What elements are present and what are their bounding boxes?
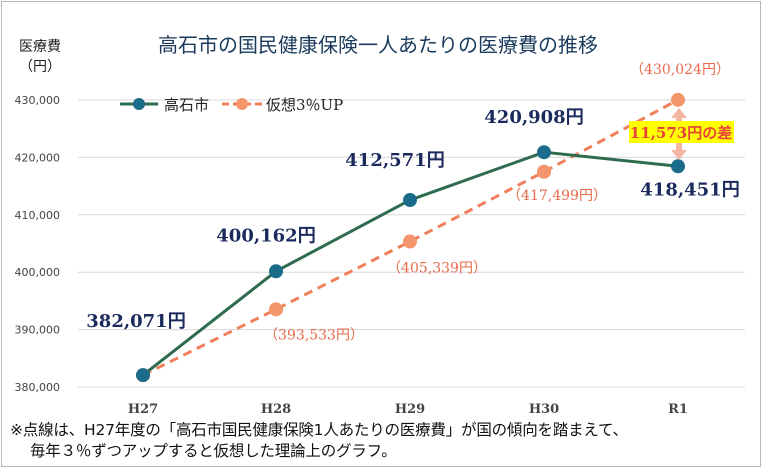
data-point-virtual	[671, 92, 685, 107]
data-label-takaishi: 420,908円	[484, 107, 583, 128]
chart-title: 高石市の国民健康保険一人あたりの医療費の推移	[158, 33, 598, 57]
difference-label: 11,573円の差	[630, 124, 732, 142]
data-label-virtual: （405,339円）	[387, 261, 487, 277]
y-tick-label: 390,000	[15, 324, 61, 337]
data-point-takaishi	[269, 264, 283, 279]
footnote-line-2: 毎年３％ずつアップすると仮想した理論上のグラフ。	[30, 442, 397, 460]
data-point-virtual	[403, 234, 417, 249]
series-line-virtual	[142, 98, 679, 377]
footnote: ※点線は、H27年度の「高石市国民健康保険1人あたりの医療費」が国の傾向を踏まえ…	[10, 420, 758, 462]
data-point-virtual	[537, 164, 551, 179]
y-axis-title: 医療費	[19, 38, 61, 55]
x-tick-label: H29	[395, 402, 425, 417]
data-labels: 382,071円 400,162円 412,571円 420,908円 418,451円…	[86, 62, 739, 343]
x-axis-ticks: H27 H28 H29 H30 R1	[128, 402, 688, 417]
x-tick-label: H27	[128, 402, 158, 417]
data-point-takaishi	[136, 368, 150, 383]
gridlines	[78, 99, 745, 388]
legend-label-takaishi: 高石市	[164, 96, 209, 114]
data-label-virtual: （417,499円）	[507, 188, 607, 204]
x-tick-label: H28	[261, 402, 291, 417]
data-point-virtual	[269, 302, 283, 317]
legend-item-virtual: 仮想3％UP	[222, 96, 343, 114]
y-axis-ticks: 380,000 390,000 400,000 410,000 420,000 430,0…	[15, 94, 61, 394]
legend-label-virtual: 仮想3％UP	[266, 96, 343, 114]
legend: 高石市 仮想3％UP	[120, 96, 343, 114]
data-label-takaishi: 400,162円	[216, 225, 315, 246]
data-point-takaishi	[537, 145, 551, 160]
y-tick-label: 420,000	[15, 151, 61, 164]
y-tick-label: 380,000	[15, 381, 61, 394]
legend-item-takaishi: 高石市	[120, 96, 209, 114]
data-label-virtual: （393,533円）	[264, 327, 364, 343]
y-axis-unit: （円）	[19, 59, 61, 75]
series-markers	[136, 92, 685, 383]
difference-highlight	[629, 121, 734, 143]
y-tick-label: 430,000	[15, 94, 61, 107]
difference-annotation: 11,573円の差	[629, 108, 734, 160]
x-tick-label: H30	[529, 402, 559, 417]
y-tick-label: 410,000	[15, 209, 61, 222]
data-label-takaishi: 382,071円	[86, 311, 185, 332]
footnote-line-1: ※点線は、H27年度の「高石市国民健康保険1人あたりの医療費」が国の傾向を踏まえ…	[10, 421, 628, 439]
data-label-virtual: （430,024円）	[630, 62, 730, 78]
data-point-takaishi	[671, 159, 685, 174]
y-tick-label: 400,000	[15, 266, 61, 279]
data-point-takaishi	[403, 193, 417, 208]
data-label-takaishi: 418,451円	[640, 179, 739, 200]
line-chart: 高石市の国民健康保険一人あたりの医療費の推移 医療費 （円） 380,000 39…	[15, 33, 745, 417]
data-label-takaishi: 412,571円	[345, 150, 444, 171]
x-tick-label: R1	[668, 402, 688, 417]
